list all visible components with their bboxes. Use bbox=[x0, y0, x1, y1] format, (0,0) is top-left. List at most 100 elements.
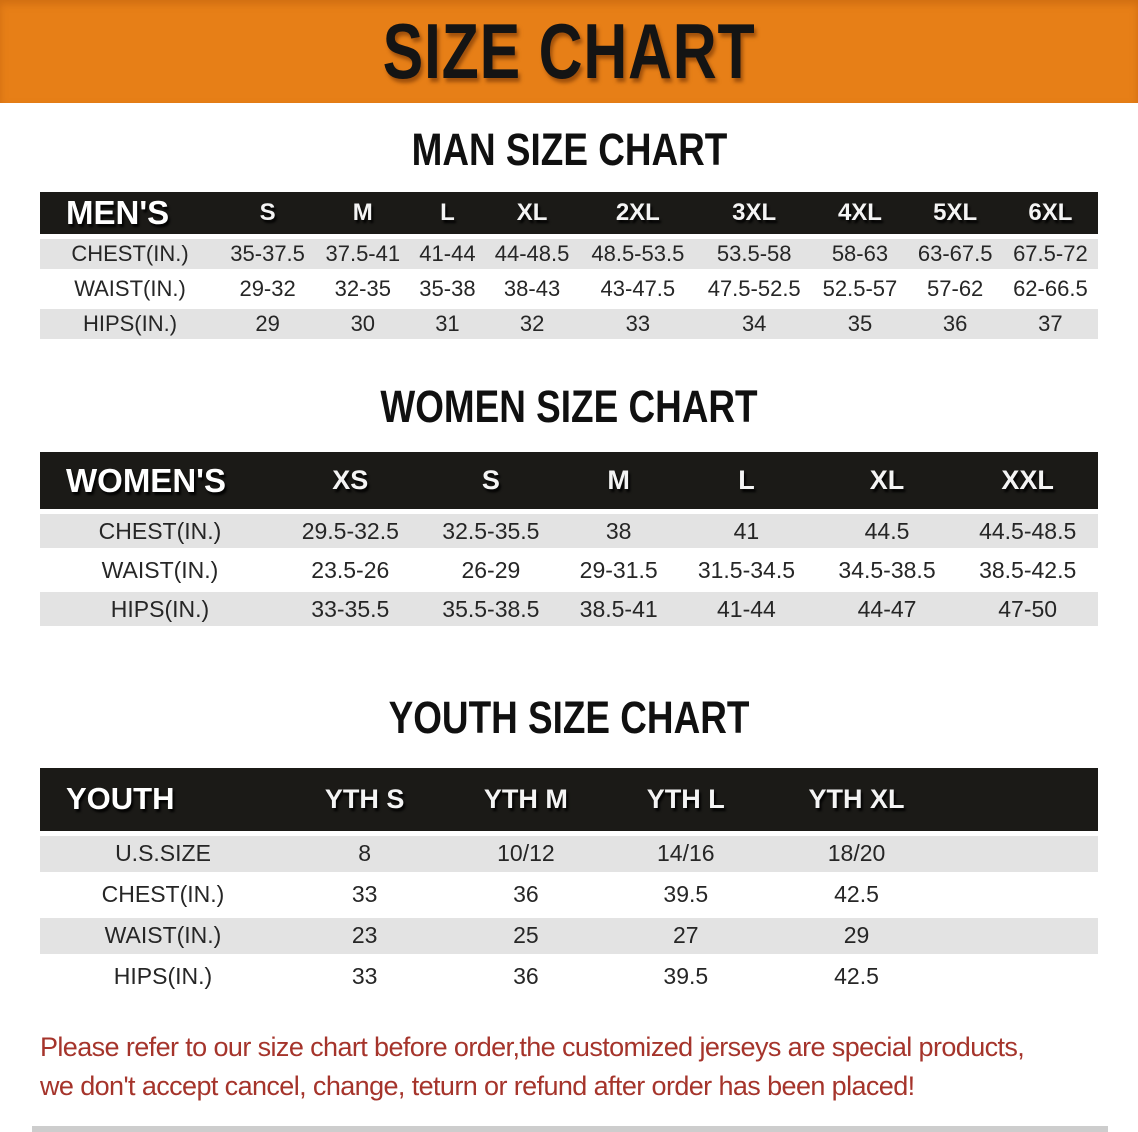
size-column-header: S bbox=[220, 191, 316, 234]
size-value: 41-44 bbox=[410, 238, 485, 269]
measurement-row: CHEST(IN.) 29.5-32.5 32.5-35.5 38 41 44.5 44.5… bbox=[40, 514, 1098, 548]
size-value: 37.5-41 bbox=[315, 238, 411, 269]
size-value: 44.5-48.5 bbox=[957, 514, 1098, 548]
size-value: 8 bbox=[286, 835, 444, 872]
size-value: 33-35.5 bbox=[280, 592, 421, 626]
filler-cell bbox=[950, 876, 1098, 913]
row-label: WAIST(IN.) bbox=[40, 917, 286, 954]
size-value: 33 bbox=[286, 876, 444, 913]
size-chart-banner: SIZE CHART bbox=[0, 0, 1138, 103]
size-value: 25 bbox=[443, 917, 609, 954]
size-value: 67.5-72 bbox=[1002, 238, 1098, 269]
size-value: 42.5 bbox=[763, 958, 950, 995]
size-value: 29.5-32.5 bbox=[280, 514, 421, 548]
size-value: 44-47 bbox=[816, 592, 958, 626]
size-value: 44.5 bbox=[816, 514, 958, 548]
filler-cell bbox=[950, 917, 1098, 954]
size-value: 57-62 bbox=[907, 273, 1003, 304]
size-value: 30 bbox=[315, 308, 411, 339]
size-value: 34.5-38.5 bbox=[816, 553, 958, 587]
bottom-divider bbox=[32, 1126, 1108, 1132]
size-value: 36 bbox=[443, 876, 609, 913]
size-value: 38 bbox=[561, 514, 677, 548]
size-value: 10/12 bbox=[443, 835, 609, 872]
size-value: 58-63 bbox=[812, 238, 908, 269]
size-value: 38-43 bbox=[484, 273, 580, 304]
row-label: HIPS(IN.) bbox=[40, 592, 280, 626]
size-column-header: 6XL bbox=[1002, 191, 1098, 234]
youth-size-chart-heading: YOUTH SIZE CHART bbox=[0, 693, 1138, 743]
youth-size-table: YOUTH YTH S YTH M YTH L YTH XL U.S.SIZE 8 10/12… bbox=[40, 763, 1098, 1000]
size-header-row: WOMEN'S XS S M L XL XXL bbox=[40, 452, 1098, 509]
size-value: 23.5-26 bbox=[280, 553, 421, 587]
size-value: 32 bbox=[484, 308, 580, 339]
row-label: WAIST(IN.) bbox=[40, 553, 280, 587]
size-value: 23 bbox=[286, 917, 444, 954]
row-label: HIPS(IN.) bbox=[40, 308, 220, 339]
filler-cell bbox=[950, 767, 1098, 831]
measurement-row: HIPS(IN.) 33-35.5 35.5-38.5 38.5-41 41-44 44-… bbox=[40, 592, 1098, 626]
size-column-header: L bbox=[410, 191, 485, 234]
size-value: 47.5-52.5 bbox=[696, 273, 813, 304]
filler-cell bbox=[950, 958, 1098, 995]
size-value: 41 bbox=[676, 514, 817, 548]
size-value: 53.5-58 bbox=[696, 238, 813, 269]
size-value: 37 bbox=[1002, 308, 1098, 339]
row-label: HIPS(IN.) bbox=[40, 958, 286, 995]
measurement-row: HIPS(IN.) 29 30 31 32 33 34 35 36 37 bbox=[40, 308, 1098, 339]
banner-title: SIZE CHART bbox=[382, 7, 756, 95]
row-label: U.S.SIZE bbox=[40, 835, 286, 872]
row-label: WAIST(IN.) bbox=[40, 273, 220, 304]
measurement-row: U.S.SIZE 8 10/12 14/16 18/20 bbox=[40, 835, 1098, 872]
measurement-row: WAIST(IN.) 23 25 27 29 bbox=[40, 917, 1098, 954]
size-value: 62-66.5 bbox=[1002, 273, 1098, 304]
size-value: 35-38 bbox=[410, 273, 485, 304]
row-label: CHEST(IN.) bbox=[40, 238, 220, 269]
size-header-row: MEN'S S M L XL 2XL 3XL 4XL 5XL 6XL bbox=[40, 191, 1098, 234]
man-size-chart-heading: MAN SIZE CHART bbox=[0, 125, 1138, 175]
size-column-header: L bbox=[676, 452, 817, 509]
size-value: 52.5-57 bbox=[812, 273, 908, 304]
size-value: 39.5 bbox=[608, 958, 764, 995]
size-column-header: S bbox=[420, 452, 562, 509]
size-value: 32-35 bbox=[315, 273, 411, 304]
size-column-header: YTH L bbox=[608, 767, 764, 831]
size-value: 34 bbox=[696, 308, 813, 339]
size-value: 26-29 bbox=[420, 553, 562, 587]
size-value: 33 bbox=[579, 308, 697, 339]
table-title-cell: WOMEN'S bbox=[40, 452, 280, 509]
size-column-header: M bbox=[561, 452, 677, 509]
measurement-row: CHEST(IN.) 33 36 39.5 42.5 bbox=[40, 876, 1098, 913]
size-value: 36 bbox=[907, 308, 1003, 339]
size-value: 35.5-38.5 bbox=[420, 592, 562, 626]
youth-size-chart-heading-text: YOUTH SIZE CHART bbox=[388, 692, 750, 743]
size-column-header: 2XL bbox=[579, 191, 697, 234]
size-column-header: XS bbox=[280, 452, 421, 509]
size-value: 43-47.5 bbox=[579, 273, 697, 304]
size-column-header: XL bbox=[484, 191, 580, 234]
women-size-table: WOMEN'S XS S M L XL XXL CHEST(IN.) 29.5-32.5 32.5… bbox=[40, 447, 1098, 631]
size-header-row: YOUTH YTH S YTH M YTH L YTH XL bbox=[40, 767, 1098, 831]
women-size-chart-heading-text: WOMEN SIZE CHART bbox=[380, 380, 758, 432]
size-value: 39.5 bbox=[608, 876, 764, 913]
disclaimer-line-2: we don't accept cancel, change, teturn o… bbox=[40, 1070, 915, 1101]
size-value: 35 bbox=[812, 308, 908, 339]
size-column-header: XXL bbox=[957, 452, 1098, 509]
size-value: 35-37.5 bbox=[220, 238, 316, 269]
size-column-header: YTH S bbox=[286, 767, 444, 831]
size-column-header: 3XL bbox=[696, 191, 813, 234]
size-column-header: 4XL bbox=[812, 191, 908, 234]
size-value: 38.5-41 bbox=[561, 592, 677, 626]
measurement-row: WAIST(IN.) 23.5-26 26-29 29-31.5 31.5-34.5 34… bbox=[40, 553, 1098, 587]
measurement-row: HIPS(IN.) 33 36 39.5 42.5 bbox=[40, 958, 1098, 995]
order-disclaimer: Please refer to our size chart before or… bbox=[40, 1028, 1100, 1106]
row-label: CHEST(IN.) bbox=[40, 514, 280, 548]
size-column-header: YTH XL bbox=[763, 767, 950, 831]
size-value: 48.5-53.5 bbox=[579, 238, 697, 269]
row-label: CHEST(IN.) bbox=[40, 876, 286, 913]
measurement-row: WAIST(IN.) 29-32 32-35 35-38 38-43 43-47.5 47.… bbox=[40, 273, 1098, 304]
size-value: 29 bbox=[763, 917, 950, 954]
size-value: 29-31.5 bbox=[561, 553, 677, 587]
size-column-header: XL bbox=[816, 452, 958, 509]
size-value: 42.5 bbox=[763, 876, 950, 913]
